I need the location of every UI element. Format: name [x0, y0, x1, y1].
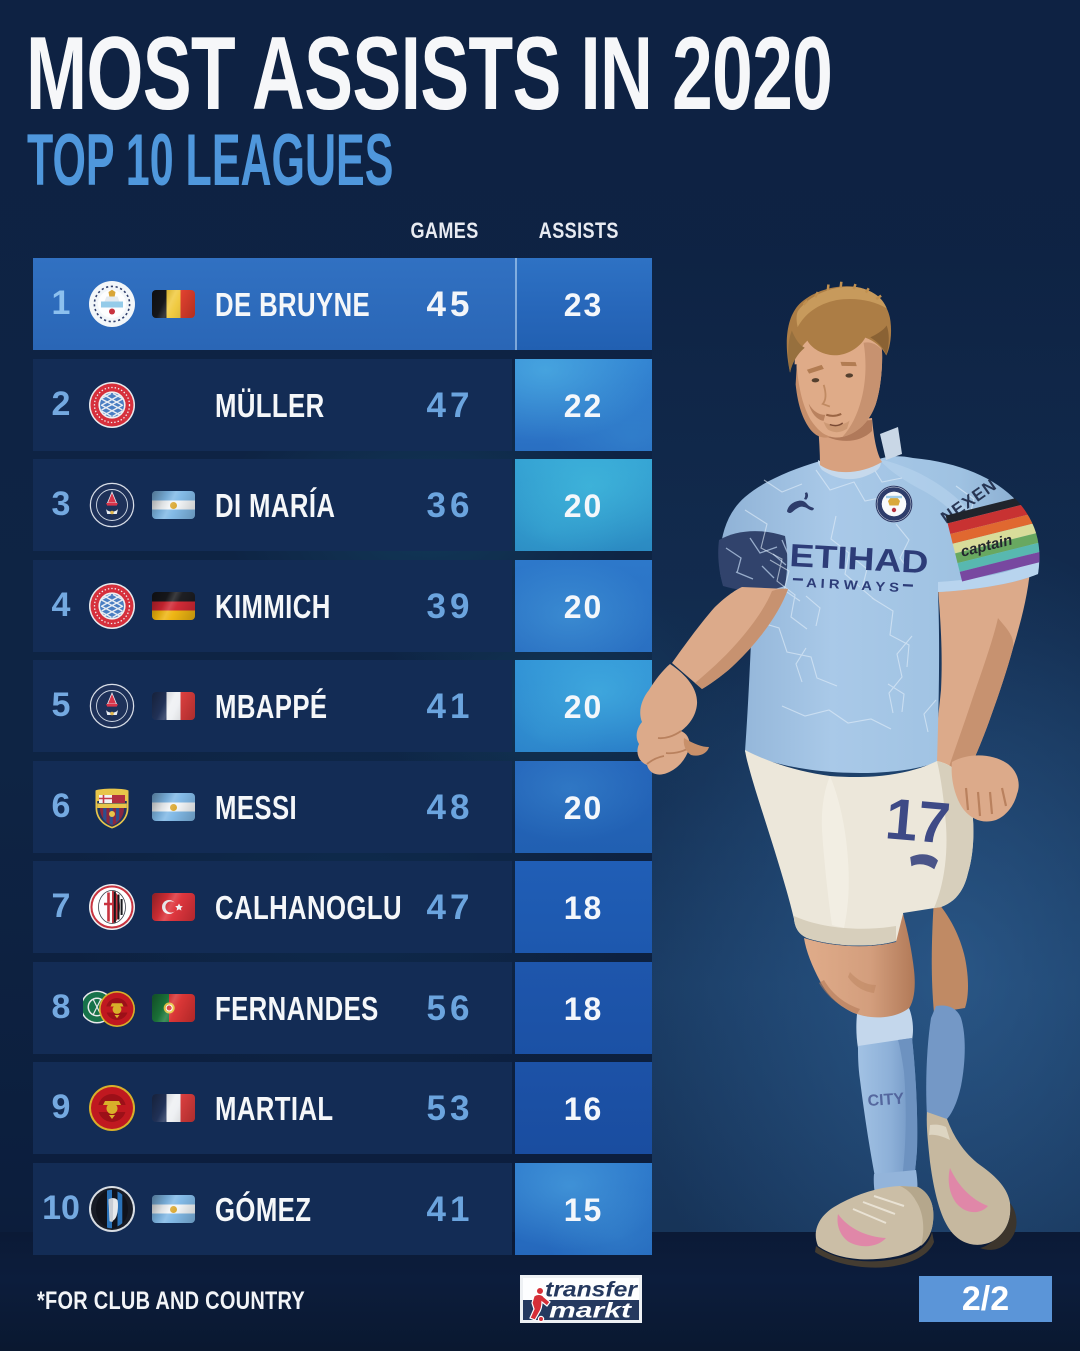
svg-text:CITY: CITY	[867, 1090, 905, 1110]
svg-text:A I R W A Y S: A I R W A Y S	[806, 575, 900, 595]
svg-text:markt: markt	[549, 1300, 632, 1323]
svg-text:ETIHAD: ETIHAD	[789, 537, 930, 580]
svg-text:17: 17	[883, 786, 953, 856]
svg-text:transfer: transfer	[545, 1279, 639, 1302]
